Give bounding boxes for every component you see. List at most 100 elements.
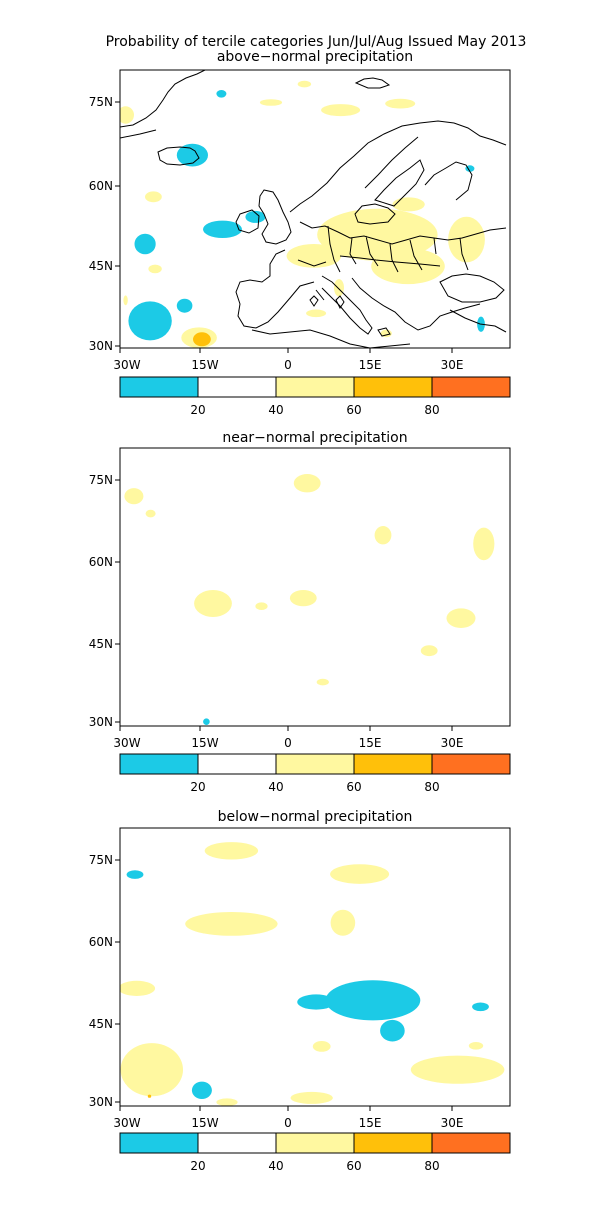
colorbar-label: 60 [346,780,361,794]
greenland-coast [120,70,206,128]
x-axis-labels: 30W 15W 0 15E 30E [113,358,463,372]
x-tick-label: 0 [284,1116,292,1130]
probability-area-cyan [203,718,210,725]
probability-area-yellow [120,106,134,124]
panel-above-normal: above−normal precipitation [89,49,511,417]
colorbar-label: 40 [268,1159,283,1173]
probability-area-yellow [185,912,278,936]
colorbar-segment-cyan [120,1133,198,1153]
iceland-coast [157,146,200,166]
probability-area-cyan [325,980,421,1021]
y-tick-label: 60N [89,935,113,949]
mediterranean-islands [309,295,391,337]
probability-area-cyan [203,220,242,238]
probability-area-yellow [194,590,232,617]
colorbar-segment-orange [432,377,510,397]
colorbar-segment-orange [432,754,510,774]
probability-area-yellow [293,474,321,493]
gulf-of-bothnia [374,159,425,207]
probability-area-cyan [380,1019,405,1042]
turkey-coast [449,309,507,333]
y-tick-label: 75N [89,473,113,487]
probability-area-yellow [330,864,390,884]
probability-area-cyan [191,1081,212,1100]
probability-area-yellow [145,191,162,203]
probability-area-gold [193,332,211,347]
probability-area-yellow [120,1043,183,1097]
panel-below-normal: below−normal precipitation [89,809,511,1173]
probability-area-yellow [448,216,485,263]
colorbar-label: 60 [346,403,361,417]
finland-east [424,161,473,201]
colorbar-label: 40 [268,403,283,417]
probability-fields [120,80,485,348]
italy-coast [321,275,373,335]
x-tick-label: 30E [441,736,464,750]
x-tick-label: 30W [113,736,140,750]
colorbar-label: 80 [424,1159,439,1173]
probability-area-yellow [334,279,344,297]
probability-area-yellow [385,98,416,109]
x-tick-label: 15W [191,736,218,750]
y-tick-label: 75N [89,95,113,109]
y-tick-label: 30N [89,1095,113,1109]
probability-area-yellow [410,1055,505,1084]
map-frame [119,69,511,349]
colorbar-segment-orange [432,1133,510,1153]
colorbar: 20 40 60 80 [119,753,511,794]
probability-area-yellow [306,309,327,318]
colorbar-label: 20 [190,1159,205,1173]
colorbar: 20 40 60 80 [119,1132,511,1173]
y-tick-label: 60N [89,555,113,569]
probability-area-cyan [176,298,193,313]
colorbar-frame [119,376,511,398]
colorbar-segment-white [198,377,276,397]
great-britain [258,189,292,245]
y-tick-label: 60N [89,179,113,193]
x-tick-label: 0 [284,358,292,372]
probability-area-yellow [255,602,268,610]
probability-area-yellow [120,980,156,996]
x-axis-labels: 30W 15W 0 15E 30E [113,736,463,750]
x-tick-label: 30W [113,1116,140,1130]
probability-area-yellow [290,1091,333,1104]
probability-area-cyan [472,1002,489,1012]
y-tick-label: 75N [89,853,113,867]
balkans-coast [351,277,481,331]
panel-title: below−normal precipitation [218,809,413,825]
y-axis-labels: 75N 60N 45N 30N [89,95,113,353]
probability-area-yellow [312,1041,331,1052]
probability-area-yellow [371,248,445,285]
svalbard-coast [354,77,391,89]
colorbar-segment-cyan [120,377,198,397]
probability-fields [120,842,505,1106]
colorbar-label: 20 [190,403,205,417]
y-tick-label: 30N [89,339,113,353]
probability-area-gold [147,1094,152,1098]
probability-area-yellow [374,526,392,545]
colorbar-segment-white [198,1133,276,1153]
colorbar-label: 40 [268,780,283,794]
probability-area-cyan [128,301,172,341]
probability-area-yellow [317,208,438,261]
axis-ticks [115,859,453,1111]
france-iberia-coast [235,249,315,329]
colorbar-label: 60 [346,1159,361,1173]
probability-area-cyan [134,233,156,255]
y-tick-label: 45N [89,259,113,273]
probability-area-yellow [316,678,329,686]
north-africa-coast [251,329,411,348]
y-tick-label: 45N [89,637,113,651]
probability-area-yellow [330,909,356,936]
colorbar-frame [119,753,511,775]
x-tick-label: 0 [284,736,292,750]
x-tick-label: 15E [359,736,382,750]
probability-area-yellow [289,590,317,607]
map-frame [119,447,511,727]
probability-fields [124,474,495,725]
probability-area-yellow [446,608,476,628]
probability-area-yellow [420,645,438,657]
axis-ticks [115,101,453,353]
baltic-sea [354,203,396,225]
x-axis-labels: 30W 15W 0 15E 30E [113,1116,463,1130]
